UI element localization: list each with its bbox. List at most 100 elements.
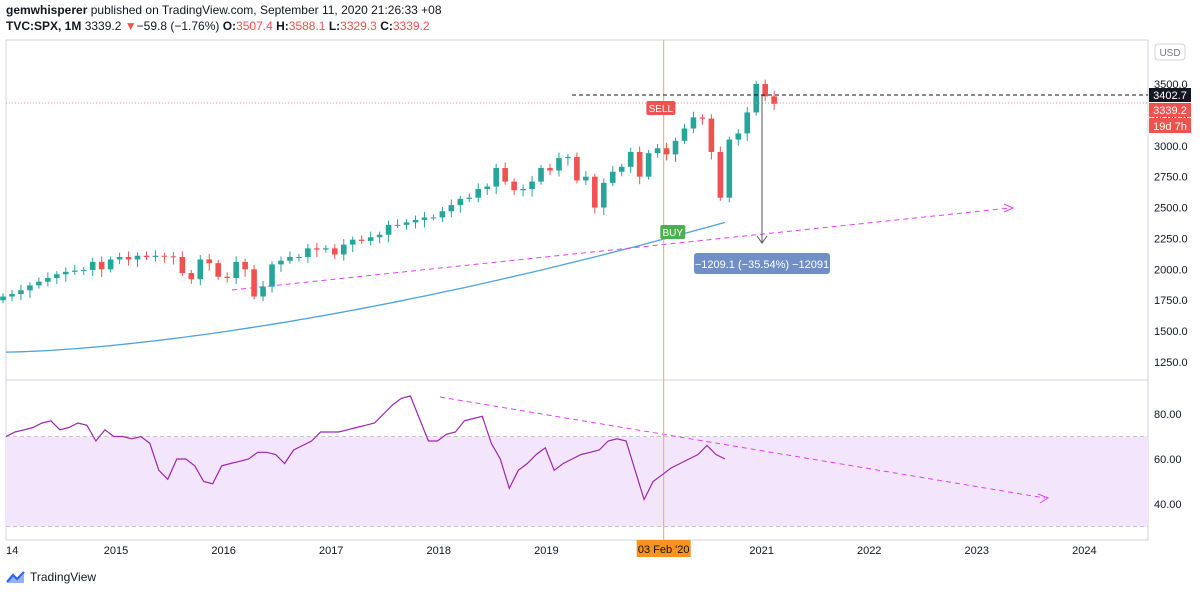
last-price-label-bg: [1149, 103, 1191, 117]
time-tick-label: 2023: [965, 545, 989, 557]
candle-body: [278, 260, 284, 265]
rsi-band-fill: [6, 436, 1148, 527]
candle-body: [574, 156, 580, 181]
currency-badge-label: USD: [1159, 48, 1180, 59]
level-price-label: 3402.7: [1153, 90, 1187, 102]
candle-body: [403, 222, 410, 225]
candle-body: [152, 255, 159, 257]
candle-body: [116, 256, 123, 260]
candle-body: [9, 294, 15, 297]
currency-badge[interactable]: USD: [1154, 43, 1186, 61]
brand-logo[interactable]: TradingView: [6, 570, 96, 584]
rsi-axis[interactable]: 40.00 60.00 80.00: [1154, 409, 1182, 511]
candle-body: [269, 264, 275, 287]
candle-body: [699, 117, 706, 119]
candle-body: [421, 217, 428, 220]
time-tick-label: 2015: [104, 545, 128, 557]
candle-body: [636, 151, 643, 177]
measure-label-bg: [694, 253, 830, 274]
candle-body: [609, 171, 616, 183]
measure-tool[interactable]: −1209.1 (−35.54%) −12091: [694, 95, 830, 274]
candle-body: [224, 276, 230, 278]
price-tick-label: 2250.0: [1154, 233, 1188, 245]
candle-body: [448, 205, 455, 212]
candle-body: [134, 255, 141, 260]
candle-body: [54, 274, 60, 278]
time-tick-label: 2021: [749, 545, 773, 557]
time-tick-label: 2018: [427, 545, 451, 557]
candle-body: [340, 244, 347, 255]
symbol-label: TVC:SPX, 1M: [6, 19, 82, 33]
candle-body: [331, 248, 338, 255]
rsi-tick-label: 40.00: [1154, 499, 1182, 511]
candle-body: [287, 256, 293, 261]
candle-body: [762, 84, 768, 97]
candle-body: [376, 234, 383, 238]
candle-body: [583, 176, 589, 181]
time-tick-label: 2017: [319, 545, 343, 557]
price-level-lines: [6, 94, 1148, 104]
axis-price-labels: 3402.7 3339.2 19d 7h 03 Feb '20: [636, 88, 1191, 557]
countdown-label-bg: [1149, 118, 1191, 133]
time-tick-label: 2016: [211, 545, 235, 557]
trendlines[interactable]: [231, 203, 1050, 504]
rsi-tick-label: 80.00: [1154, 409, 1182, 421]
candle-body: [188, 273, 195, 280]
candle-body: [367, 237, 374, 241]
rsi-band: [6, 436, 1148, 527]
candle-body: [143, 255, 150, 257]
candle-body: [708, 118, 715, 152]
crosshair-date-label: 03 Feb '20: [638, 544, 690, 556]
candle-body: [161, 255, 168, 257]
change-value: −59.8 (−1.76%): [136, 19, 220, 33]
candle-body: [260, 286, 266, 297]
candle-body: [493, 168, 499, 187]
candle-body: [296, 256, 302, 258]
candle-body: [717, 151, 724, 198]
price-tick-label: 1750.0: [1154, 295, 1188, 307]
rsi-line: [5, 395, 726, 502]
candle-body: [654, 148, 661, 154]
price-tick-label: 1500.0: [1154, 326, 1188, 338]
time-axis[interactable]: 1420152016201720182019202020212022202320…: [6, 545, 1097, 557]
candle-body: [71, 270, 78, 272]
time-tick-label: 14: [6, 545, 18, 557]
candle-body: [520, 189, 526, 191]
price-tick-label: 2750.0: [1154, 172, 1188, 184]
candle-body: [466, 197, 473, 199]
time-tick-label: 2022: [857, 545, 881, 557]
candle-body: [502, 168, 508, 182]
candle-body: [690, 117, 697, 129]
brand-name: TradingView: [30, 570, 97, 584]
last-price: 3339.2: [84, 19, 122, 33]
candle-body: [556, 158, 562, 171]
candle-body: [358, 239, 365, 241]
candle-body: [349, 239, 356, 245]
price-trendline: [231, 207, 1011, 291]
signal-markers[interactable]: SELL BUY: [646, 101, 686, 239]
candlestick-series: [0, 79, 777, 304]
currency-badge-bg: [1154, 43, 1186, 61]
measure-arrow: [756, 235, 768, 244]
candle-body: [98, 261, 105, 270]
buy-marker-label: BUY: [663, 228, 684, 239]
candle-body: [305, 248, 311, 257]
candle-body: [242, 261, 248, 270]
candle-body: [314, 248, 320, 250]
candle-body: [645, 153, 652, 177]
candle-body: [170, 256, 177, 258]
candle-body: [394, 224, 401, 226]
change-arrow: ▼: [124, 19, 137, 33]
candle-body: [484, 186, 491, 190]
candle-body: [735, 133, 742, 140]
candle-body: [618, 166, 625, 172]
candle-body: [744, 112, 751, 134]
candle-body: [475, 189, 482, 198]
candle-body: [206, 259, 213, 264]
price-tick-label: 2500.0: [1154, 203, 1188, 215]
candle-body: [565, 156, 571, 159]
last-price-label: 3339.2: [1153, 105, 1187, 117]
sell-marker-label: SELL: [649, 104, 674, 115]
candle-body: [197, 259, 204, 280]
